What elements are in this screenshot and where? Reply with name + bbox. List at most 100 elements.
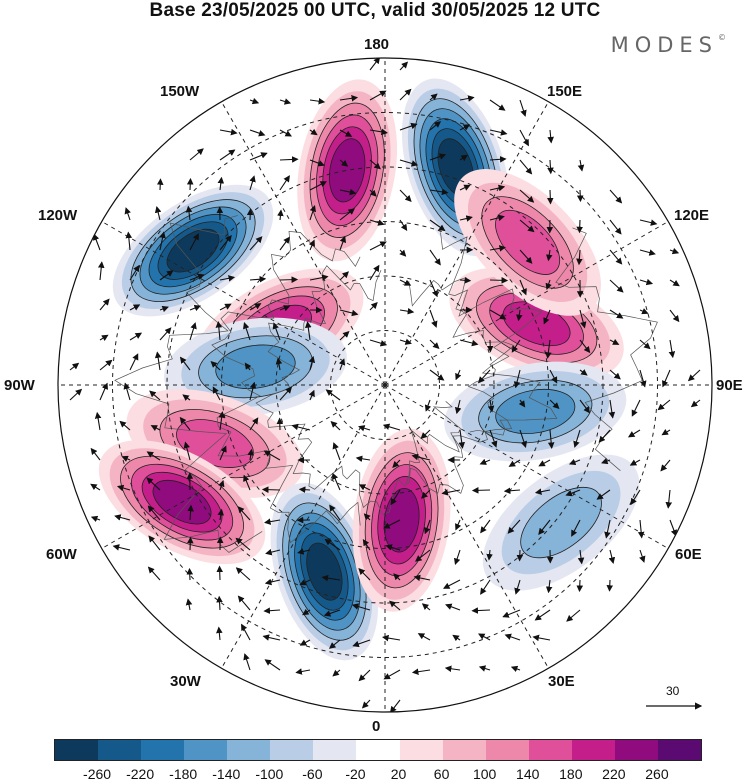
wind-vector [325, 389, 341, 401]
wind-vector [263, 450, 281, 461]
coastline [211, 231, 361, 544]
wind-vector [577, 549, 585, 565]
colorbar-segment [356, 740, 400, 760]
wind-vector [608, 399, 616, 419]
wind-vector [576, 579, 584, 593]
wind-vector [604, 519, 611, 539]
wind-vector [534, 488, 551, 495]
wind-vector [369, 264, 380, 281]
vector-reference-value: 30 [666, 684, 680, 698]
wind-vector [279, 156, 299, 163]
wind-vector [362, 538, 371, 551]
wind-vector [429, 219, 446, 232]
wind-vector [579, 339, 591, 354]
wind-vector [212, 386, 221, 401]
wind-vector [399, 61, 409, 71]
lon-label-30w: 30W [170, 673, 201, 690]
wind-vector [489, 309, 507, 320]
wind-vector [249, 381, 257, 401]
wind-vector [534, 609, 551, 621]
wind-vector [249, 129, 266, 137]
wind-vector [186, 567, 194, 581]
wind-vector [369, 58, 381, 71]
wind-vector [596, 489, 611, 500]
wind-vector [249, 236, 263, 251]
wind-vector [480, 579, 491, 595]
wind-vector [189, 322, 197, 341]
wind-vector [385, 544, 401, 551]
lon-label-60e: 60E [675, 546, 702, 563]
wind-vector [421, 603, 431, 611]
wind-vector [420, 429, 431, 440]
wind-vector [549, 369, 558, 384]
wind-vector [444, 665, 461, 673]
coastline [255, 265, 515, 516]
wind-vector [519, 219, 535, 233]
colorbar-label: 140 [516, 766, 540, 782]
wind-vector [124, 207, 131, 221]
wind-vector [149, 390, 161, 401]
wind-vector [369, 189, 377, 197]
wind-vector [339, 208, 355, 221]
wind-vector [519, 129, 529, 147]
wind-vector [129, 332, 143, 341]
wind-vector [154, 351, 162, 371]
wind-vector [627, 429, 641, 438]
wind-vector [452, 634, 461, 642]
colorbar-segment [657, 740, 701, 760]
wind-vector [479, 458, 491, 465]
wind-vector [389, 600, 401, 611]
anomaly-contour [328, 138, 366, 203]
wind-vector [309, 204, 317, 221]
wind-vector [454, 399, 462, 415]
wind-vector [116, 484, 131, 492]
wind-vector [279, 236, 290, 251]
wind-vector [291, 423, 311, 431]
wind-vector [358, 425, 371, 432]
wind-vector [299, 579, 311, 586]
wind-vector [237, 506, 251, 521]
wind-vector [389, 699, 401, 712]
lon-label-90e: 90E [716, 377, 743, 394]
wind-vector [538, 459, 551, 467]
wind-vector [361, 699, 371, 709]
wind-vector [639, 278, 654, 286]
wind-vector [235, 537, 251, 551]
wind-vector [249, 303, 262, 311]
colorbar-segment [98, 740, 142, 760]
wind-vector [545, 249, 553, 262]
wind-vector [390, 489, 401, 506]
wind-vector [669, 247, 680, 255]
wind-vector [417, 633, 431, 641]
wind-vector [455, 369, 462, 381]
wind-vector [97, 261, 105, 281]
wind-vector [339, 330, 350, 341]
wind-vector [339, 271, 349, 281]
wind-vector [328, 639, 341, 649]
wind-vector [489, 245, 506, 252]
wind-vector [295, 668, 311, 675]
wind-vector [249, 152, 268, 161]
wind-vector [275, 357, 283, 371]
brand-logo: MODES© [611, 33, 726, 57]
wind-vector [147, 566, 161, 581]
wind-vector [185, 598, 193, 611]
colorbar-label: 100 [472, 766, 497, 782]
colorbar-label: -220 [126, 766, 155, 782]
wind-vector [637, 519, 645, 539]
meridian-line [384, 101, 549, 386]
wind-vector [547, 429, 555, 449]
wind-vector [332, 472, 341, 491]
wind-vector [639, 308, 649, 315]
wind-vector [182, 394, 191, 401]
wind-vector [579, 399, 591, 414]
wind-vector [399, 338, 412, 345]
wind-vector [399, 307, 415, 315]
wind-vector [308, 389, 315, 401]
colorbar-label: 220 [602, 766, 626, 782]
wind-vector [545, 579, 553, 594]
brand-mark: © [718, 33, 726, 42]
wind-vector [216, 626, 223, 641]
vector-reference: 30 [646, 684, 706, 714]
wind-vector [329, 504, 341, 521]
